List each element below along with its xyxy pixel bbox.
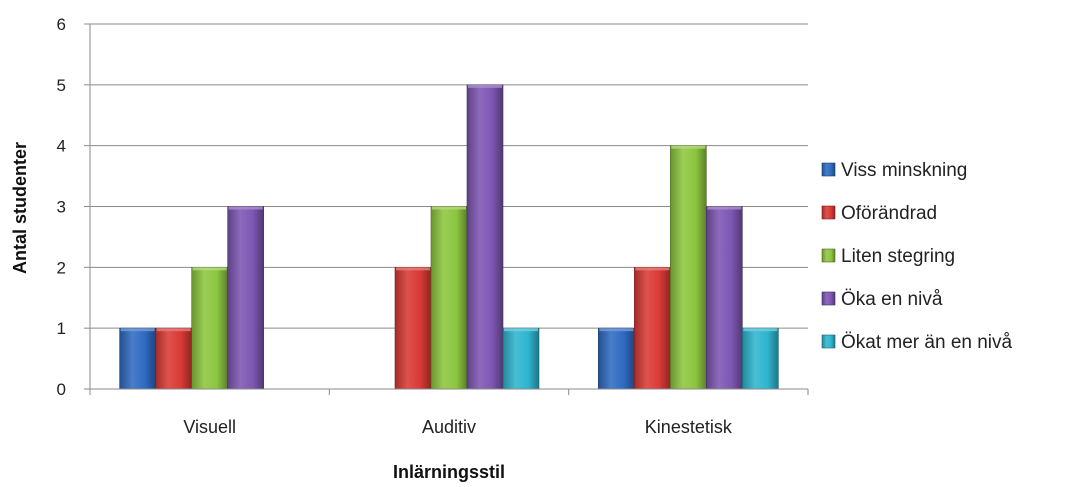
bar-highlight <box>599 328 634 332</box>
y-tick-label: 0 <box>57 380 66 399</box>
bars <box>119 84 779 390</box>
legend-swatch <box>821 334 836 349</box>
legend-swatch <box>821 291 836 306</box>
bar-highlight <box>156 328 191 332</box>
bar <box>191 267 228 390</box>
bar <box>598 327 635 390</box>
bar <box>634 267 671 390</box>
bar <box>502 327 540 390</box>
bar <box>430 206 468 390</box>
bar-highlight <box>396 267 430 271</box>
legend: Viss minskning Oförändrad Liten stegring Ök… <box>821 160 1013 353</box>
x-tick-label: Kinestetisk <box>645 417 733 437</box>
legend-label: Viss minskning <box>841 160 967 181</box>
bar-highlight <box>432 206 466 210</box>
legend-label: Oförändrad <box>841 203 937 224</box>
bar-highlight <box>192 267 227 271</box>
y-tick-label: 6 <box>57 15 66 34</box>
bar <box>394 267 432 390</box>
bar-highlight <box>120 328 155 332</box>
y-tick-label: 3 <box>57 198 66 217</box>
y-axis-ticks: 0 1 2 3 4 5 6 <box>57 15 90 399</box>
y-tick-label: 5 <box>57 76 66 95</box>
bar-highlight <box>635 267 670 271</box>
legend-swatch <box>821 162 836 177</box>
legend-swatch <box>821 205 836 220</box>
bar <box>742 327 779 390</box>
bar <box>670 145 707 390</box>
bar-highlight <box>671 145 706 149</box>
bar <box>706 206 743 390</box>
bar-highlight <box>468 84 502 88</box>
legend-label: Liten stegring <box>841 246 955 267</box>
legend-label: Öka en nivå <box>841 289 943 310</box>
bar <box>155 327 192 390</box>
y-tick-label: 2 <box>57 258 66 277</box>
bar <box>119 327 156 390</box>
y-axis-title: Antal studenter <box>10 142 30 274</box>
legend-swatch <box>821 248 836 263</box>
bar <box>466 84 504 390</box>
x-tick-label: Auditiv <box>422 417 476 437</box>
x-axis-title: Inlärningsstil <box>393 462 505 482</box>
y-tick-label: 1 <box>57 319 66 338</box>
x-tick-label: Visuell <box>183 417 236 437</box>
bar-highlight <box>228 206 263 210</box>
bar-highlight <box>743 328 778 332</box>
axes <box>89 24 808 390</box>
x-axis-ticks: Visuell Auditiv Kinestetisk <box>89 389 809 437</box>
bar-highlight <box>707 206 742 210</box>
bar <box>227 206 264 390</box>
legend-label: Ökat mer än en nivå <box>841 332 1013 353</box>
bar-highlight <box>504 328 538 332</box>
y-tick-label: 4 <box>57 137 66 156</box>
